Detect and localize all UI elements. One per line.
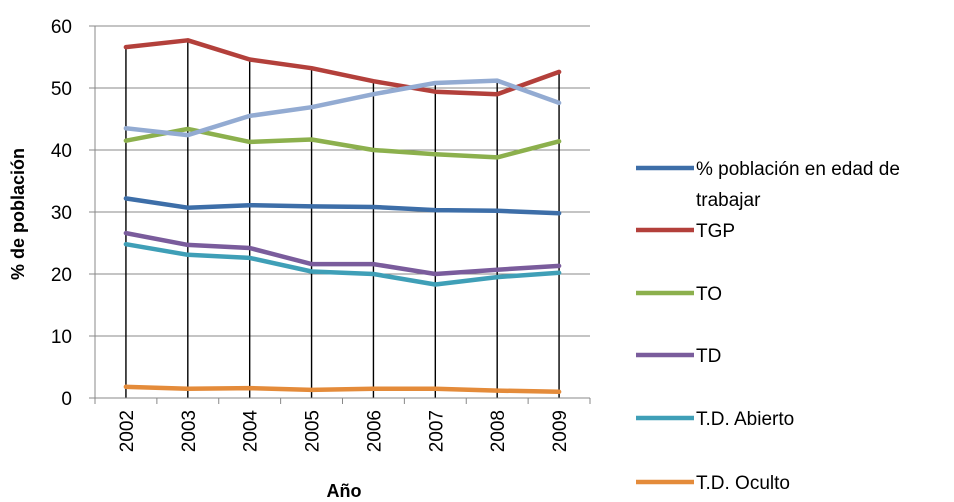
y-tick-label-50: 50 (51, 79, 72, 100)
series-line--poblaci-n-en-edad-de-trabajar (123, 196, 562, 216)
y-tick-label-20: 20 (51, 265, 72, 286)
series-line-t-d-oculto (123, 384, 562, 395)
legend-label-0-0: % población en edad de (696, 159, 900, 180)
x-tick-label-2008: 2008 (488, 410, 509, 452)
series-line-unlabeled-6 (123, 78, 562, 138)
x-tick-label-2003: 2003 (179, 410, 200, 452)
y-tick-label-10: 10 (51, 327, 72, 348)
series-line-t-d-abierto (123, 241, 562, 287)
series-lines (123, 38, 562, 395)
y-axis-title: % de población (8, 148, 28, 280)
y-tick-label-60: 60 (51, 17, 72, 38)
legend-label-2-0: TO (696, 284, 722, 305)
x-tick-label-2006: 2006 (364, 410, 385, 452)
legend: % población en edad de trabajar TGP TO TD T.D… (636, 159, 900, 494)
x-tick-label-2004: 2004 (241, 410, 262, 453)
x-tick-labels: 2002 2003 2004 2005 2006 2007 2008 2009 (117, 410, 571, 453)
legend-label-4-0: T.D. Abierto (696, 409, 794, 430)
x-tick-label-2002: 2002 (117, 410, 138, 452)
year-drop-lines (125, 40, 560, 398)
y-tick-label-0: 0 (61, 389, 72, 410)
x-axis-title: Año (327, 481, 362, 501)
series-line-tgp (123, 38, 562, 97)
legend-label-5-0: T.D. Oculto (696, 473, 790, 494)
gridlines (95, 25, 590, 337)
x-tick-label-2009: 2009 (550, 410, 571, 452)
legend-label-0-1: trabajar (696, 190, 761, 211)
x-tick-label-2005: 2005 (303, 410, 324, 452)
legend-label-1-0: TGP (696, 221, 735, 242)
y-tick-label-40: 40 (51, 141, 72, 162)
legend-label-3-0: TD (696, 346, 721, 367)
y-tick-label-30: 30 (51, 203, 72, 224)
axes (89, 25, 591, 404)
series-line-td (123, 230, 562, 277)
x-tick-label-2007: 2007 (426, 410, 447, 452)
y-tick-labels: 0 10 20 30 40 50 60 (51, 17, 72, 410)
